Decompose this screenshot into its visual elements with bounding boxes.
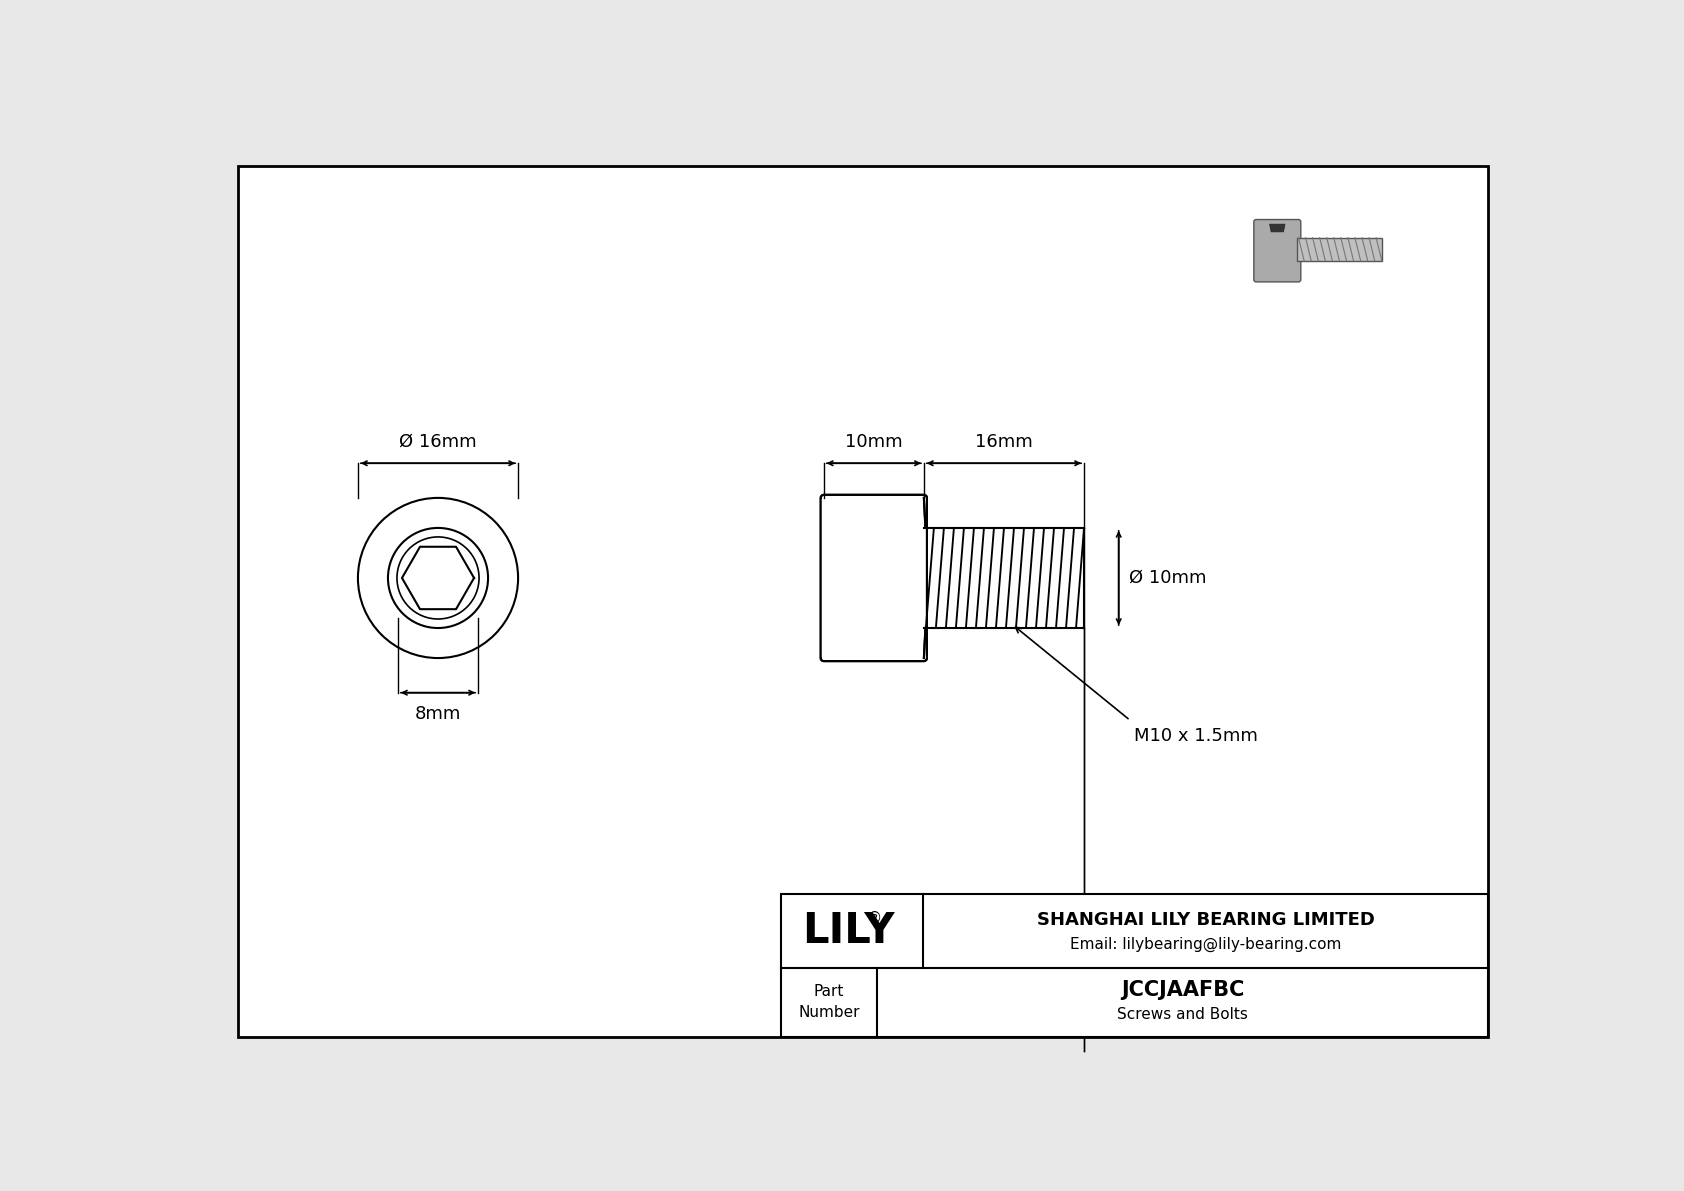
Text: Ø 16mm: Ø 16mm bbox=[399, 432, 477, 451]
Text: M10 x 1.5mm: M10 x 1.5mm bbox=[1133, 727, 1258, 744]
Text: 16mm: 16mm bbox=[975, 432, 1032, 451]
Text: 10mm: 10mm bbox=[845, 432, 903, 451]
Bar bbox=[781, 894, 1489, 1037]
Text: Email: lilybearing@lily-bearing.com: Email: lilybearing@lily-bearing.com bbox=[1069, 936, 1342, 952]
FancyBboxPatch shape bbox=[1255, 219, 1300, 282]
Polygon shape bbox=[1270, 224, 1285, 232]
Text: Screws and Bolts: Screws and Bolts bbox=[1116, 1008, 1248, 1022]
Text: LILY: LILY bbox=[802, 910, 894, 952]
Bar bbox=[1297, 238, 1381, 261]
Text: JCCJAAFBC: JCCJAAFBC bbox=[1122, 980, 1244, 999]
Text: 8mm: 8mm bbox=[414, 705, 461, 723]
Bar bbox=[820, 499, 925, 657]
Text: Ø 10mm: Ø 10mm bbox=[1130, 569, 1207, 587]
Text: Part
Number: Part Number bbox=[798, 984, 859, 1021]
Text: SHANGHAI LILY BEARING LIMITED: SHANGHAI LILY BEARING LIMITED bbox=[1037, 911, 1374, 929]
Text: ®: ® bbox=[867, 911, 882, 927]
FancyBboxPatch shape bbox=[820, 494, 926, 661]
